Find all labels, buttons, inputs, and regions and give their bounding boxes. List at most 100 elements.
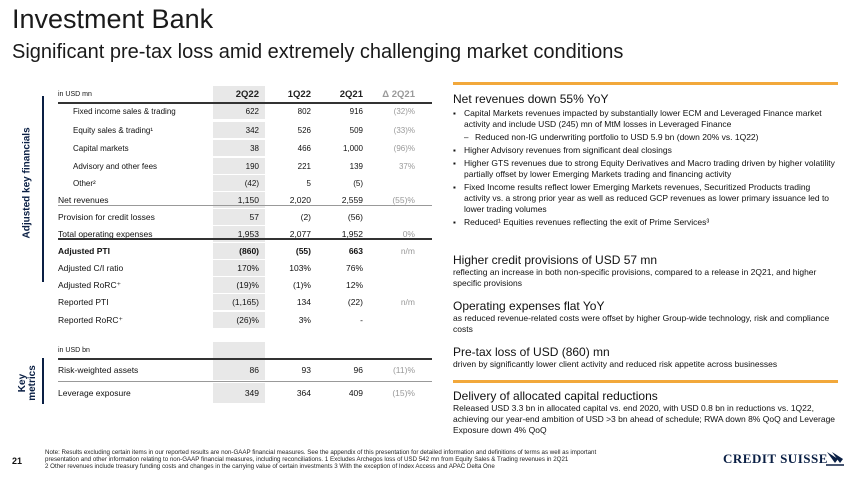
table-cell: 139 xyxy=(349,161,363,171)
table-cell: (42) xyxy=(213,175,265,191)
opex-section: Operating expenses flat YoY as reduced r… xyxy=(453,299,838,335)
row-label: Capital markets xyxy=(73,143,129,153)
capital-section: Delivery of allocated capital reductions… xyxy=(453,389,838,436)
credit-provisions-section: Higher credit provisions of USD 57 mn re… xyxy=(453,253,838,289)
table-cell: (55)% xyxy=(392,195,415,205)
table-cell: - xyxy=(360,315,363,325)
table-cell: 93 xyxy=(301,365,311,375)
table-cell: n/m xyxy=(400,297,415,307)
opex-heading: Operating expenses flat YoY xyxy=(453,299,605,313)
table-row: Adjusted PTI (860) (55) 663 n/m xyxy=(58,243,432,259)
page-subtitle: Significant pre-tax loss amid extremely … xyxy=(12,41,624,63)
table-cell: (15)% xyxy=(392,388,415,398)
table-cell: 12% xyxy=(345,280,363,290)
table-cell: 103% xyxy=(289,263,311,273)
table-row: Fixed income sales & trading 622 802 916 (32… xyxy=(58,103,432,119)
table-row: Reported RoRC⁺ (26)% 3% - xyxy=(58,312,432,328)
table-cell: 170% xyxy=(213,260,265,276)
row-label: Equity sales & trading¹ xyxy=(73,125,154,135)
table-cell: n/m xyxy=(400,246,415,256)
table-cell: 1,000 xyxy=(342,143,363,153)
table-cell: (11)% xyxy=(392,365,415,375)
row-label: Total operating expenses xyxy=(58,229,153,239)
row-label: Adjusted RoRC⁺ xyxy=(58,279,122,290)
capital-text: Released USD 3.3 bn in allocated capital… xyxy=(453,403,836,435)
opex-text: as reduced revenue-related costs were of… xyxy=(453,313,830,334)
table-cell: (96)% xyxy=(393,143,415,153)
table-row: Adjusted RoRC⁺ (19)% (1)% 12% xyxy=(58,277,432,293)
metrics-row-rule xyxy=(58,381,432,382)
table-cell: 2,077 xyxy=(289,229,311,239)
bullet-advisory: Higher Advisory revenues from significan… xyxy=(453,145,838,156)
table-cell: 1,953 xyxy=(213,226,265,242)
bullet-gts: Higher GTS revenues due to strong Equity… xyxy=(453,158,838,180)
table-cell: (1,165) xyxy=(213,294,265,310)
financials-side-label: Adjusted key financials xyxy=(21,127,33,239)
table-cell: 802 xyxy=(297,106,311,116)
table-cell: (1)% xyxy=(293,280,311,290)
table-cell: 37% xyxy=(398,161,415,171)
accent-rule-bottom xyxy=(453,380,838,383)
credit-provisions-heading: Higher credit provisions of USD 57 mn xyxy=(453,253,658,267)
table-row: Provision for credit losses 57 (2) (56) xyxy=(58,209,432,225)
col-1q22: 1Q22 xyxy=(287,88,311,100)
bullet-capital-markets: Capital Markets revenues impacted by sub… xyxy=(453,108,838,130)
table-row: Total operating expenses 1,953 2,077 1,952 0… xyxy=(58,226,432,242)
table-row: Capital markets 38 466 1,000 (96)% xyxy=(58,140,432,156)
page-number: 21 xyxy=(12,456,23,466)
table-cell: 57 xyxy=(213,209,265,225)
header-rule xyxy=(58,102,432,104)
row-label: Adjusted C/I ratio xyxy=(58,263,124,273)
row-label: Fixed income sales & trading xyxy=(73,106,176,116)
metrics-table: in USD bn Risk-weighted assets 86 93 96 (11)… xyxy=(58,342,432,403)
table-cell: 526 xyxy=(297,125,311,135)
metrics-side-label: Key metrics xyxy=(17,365,38,401)
table-cell: (33)% xyxy=(393,125,415,135)
financials-table: in USD mn 2Q22 1Q22 2Q21 Δ 2Q21 Fixed in… xyxy=(58,86,432,328)
bullet-fixed-income: Fixed Income results reflect lower Emerg… xyxy=(453,182,838,215)
footnote-line-2: presentation and other information relat… xyxy=(45,456,569,463)
table-cell: (860) xyxy=(213,243,265,259)
row-label: Net revenues xyxy=(58,195,109,205)
net-revenues-heading: Net revenues down 55% YoY xyxy=(453,92,609,106)
footnote-line-1: Note: Results excluding certain items in… xyxy=(45,449,597,456)
metrics-unit-label: in USD bn xyxy=(58,346,90,354)
credit-provisions-text: reflecting an increase in both non-speci… xyxy=(453,267,817,288)
net-revenues-section: Net revenues down 55% YoY Capital Market… xyxy=(453,92,838,228)
table-cell: 190 xyxy=(213,158,265,174)
table-cell: 409 xyxy=(348,388,363,398)
table-row: Adjusted C/I ratio 170% 103% 76% xyxy=(58,260,432,276)
table-cell: 3% xyxy=(298,315,311,325)
footnote: Note: Results excluding certain items in… xyxy=(45,449,705,470)
metrics-row: Risk-weighted assets 86 93 96 (11)% xyxy=(58,360,432,380)
table-row: Reported PTI (1,165) 134 (22) n/m xyxy=(58,294,432,310)
table-cell: 76% xyxy=(345,263,363,273)
table-cell: (55) xyxy=(295,246,311,256)
row-label: Advisory and other fees xyxy=(73,161,158,171)
table-cell: (19)% xyxy=(213,277,265,293)
rule-adjusted-pti xyxy=(58,238,432,240)
table-cell: 221 xyxy=(297,161,311,171)
table-cell: (26)% xyxy=(213,312,265,328)
financials-bar xyxy=(42,96,44,282)
table-cell: 622 xyxy=(213,103,265,119)
metrics-row: Leverage exposure 349 364 409 (15)% xyxy=(58,383,432,403)
table-cell: 466 xyxy=(297,143,311,153)
metrics-col-2q22-shade xyxy=(213,342,265,358)
row-label: Other² xyxy=(73,178,96,188)
table-cell: 2,020 xyxy=(289,195,311,205)
pretax-loss-text: driven by significantly lower client act… xyxy=(453,359,778,369)
table-row: Advisory and other fees 190 221 139 37% xyxy=(58,158,432,174)
table-cell: 1,150 xyxy=(213,192,265,208)
table-cell: 96 xyxy=(353,365,363,375)
row-label: Adjusted PTI xyxy=(58,246,110,256)
row-label: Provision for credit losses xyxy=(58,212,155,222)
metrics-bar xyxy=(42,358,44,404)
metrics-header: in USD bn xyxy=(58,342,432,358)
table-cell: 2,559 xyxy=(341,195,363,205)
table-cell: 0% xyxy=(402,229,415,239)
table-cell: 916 xyxy=(349,106,363,116)
unit-label: in USD mn xyxy=(58,90,92,98)
table-cell: 134 xyxy=(296,297,311,307)
bullet-non-ig: Reduced non-IG underwriting portfolio to… xyxy=(453,132,838,143)
